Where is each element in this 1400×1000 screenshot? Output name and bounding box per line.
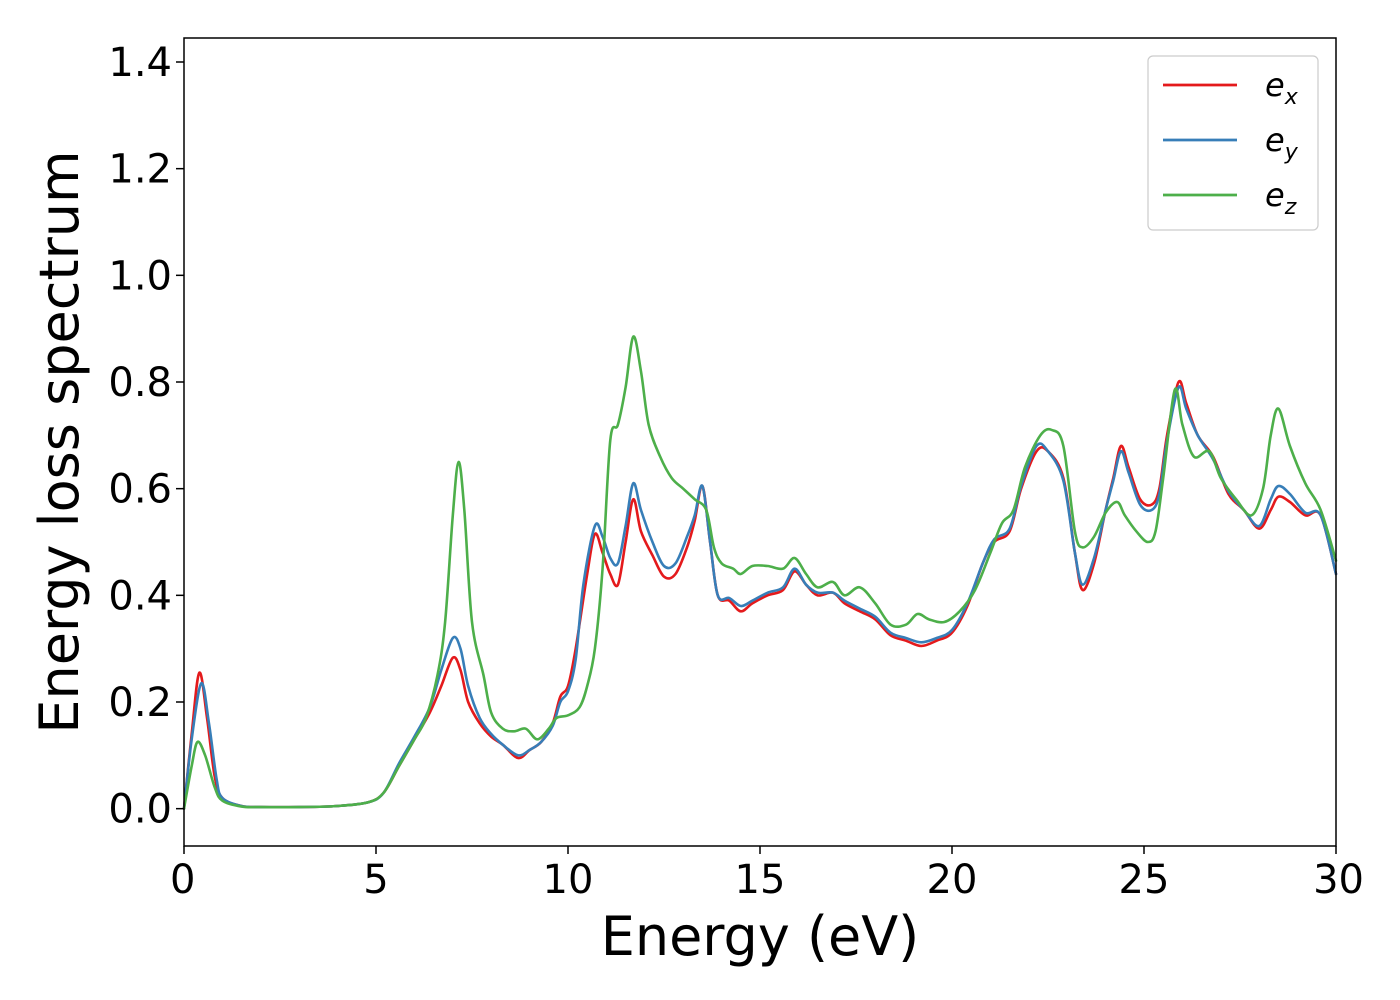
y-axis-title: Energy loss spectrum <box>28 150 91 733</box>
y-tick-label: 0.6 <box>108 467 172 513</box>
legend-box <box>1147 55 1319 231</box>
legend-label-y: ey <box>1265 121 1299 165</box>
series-line-y <box>182 385 1338 810</box>
x-tick-label: 25 <box>1119 857 1170 903</box>
x-tick-label: 20 <box>927 857 978 903</box>
y-tick-label: 1.4 <box>108 40 172 86</box>
x-tick-label: 0 <box>170 857 195 903</box>
y-tick-label: 0.8 <box>108 360 172 406</box>
plot-background <box>184 38 1336 846</box>
x-axis-ticks: 0 5 10 15 20 25 30 <box>170 846 1364 903</box>
x-tick-label: 15 <box>735 857 786 903</box>
series-layer <box>182 335 1338 810</box>
y-tick-label: 0.0 <box>108 787 172 833</box>
x-tick-label: 5 <box>363 857 388 903</box>
series-line-z <box>182 335 1338 810</box>
y-tick-label: 0.4 <box>108 573 172 619</box>
x-tick-label: 10 <box>543 857 594 903</box>
x-tick-label: 30 <box>1313 857 1364 903</box>
y-tick-label: 1.0 <box>108 253 172 299</box>
y-tick-label: 1.2 <box>108 147 172 193</box>
y-axis-ticks: 0.0 0.2 0.4 0.6 0.8 1.0 1.2 1.4 <box>108 40 184 833</box>
y-tick-label: 0.2 <box>108 680 172 726</box>
series-line-x <box>182 379 1338 810</box>
x-axis-title: Energy (eV) <box>601 905 920 968</box>
